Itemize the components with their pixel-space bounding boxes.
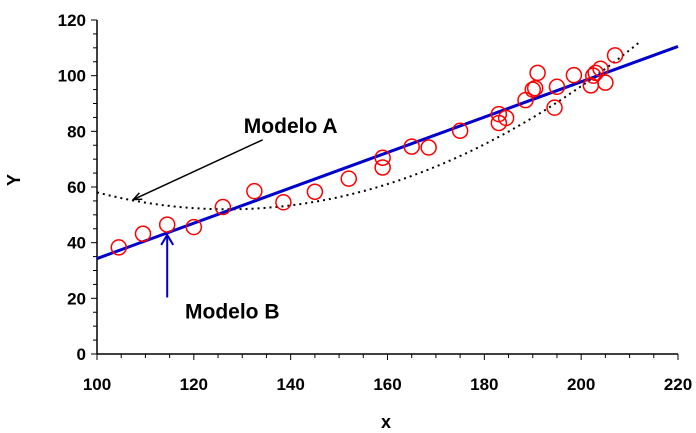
y-tick-label: 60 [67, 178, 86, 197]
data-point [158, 216, 176, 233]
x-tick-label: 200 [567, 375, 595, 394]
y-tick-label: 120 [58, 11, 86, 30]
data-point [340, 170, 358, 187]
y-tick-label: 40 [67, 234, 86, 253]
data-point [546, 99, 563, 116]
data-point [524, 81, 541, 98]
axis-ticks [91, 19, 679, 360]
data-point [246, 182, 263, 200]
data-point [214, 198, 232, 216]
model-a-arrowhead [131, 192, 143, 201]
data-point [110, 239, 128, 256]
data-point [497, 109, 515, 127]
x-tick-label: 160 [373, 375, 401, 394]
data-point [403, 138, 420, 155]
data-point [548, 78, 566, 96]
y-tick-label: 20 [67, 289, 86, 308]
data-point [587, 64, 604, 82]
data-point [529, 64, 546, 82]
data-point [451, 122, 469, 140]
x-tick-label: 140 [276, 375, 304, 394]
data-point [420, 139, 437, 156]
x-tick-label: 220 [664, 375, 692, 394]
model-a-label: Modelo A [244, 115, 338, 138]
model-b-label: Modelo B [185, 300, 280, 323]
model-a-arrow [132, 139, 263, 201]
model-b-arrowhead [160, 232, 175, 246]
data-point [275, 194, 292, 211]
data-point [134, 225, 152, 243]
x-axis-label: x [381, 412, 391, 432]
y-tick-label: 100 [58, 67, 86, 86]
data-point [306, 183, 324, 200]
data-point [565, 66, 583, 84]
y-axis-label: Y [4, 174, 24, 186]
model-a-layer [96, 41, 640, 211]
x-tick-label: 180 [470, 375, 498, 394]
y-tick-label: 0 [77, 345, 86, 364]
x-tick-label: 100 [83, 375, 111, 394]
y-tick-label: 80 [67, 122, 86, 141]
data-point [374, 159, 391, 176]
x-tick-label: 120 [180, 375, 208, 394]
data-point [606, 47, 624, 64]
data-points [110, 47, 624, 256]
data-point [374, 149, 391, 167]
data-point [597, 74, 614, 91]
model-a-curve [96, 41, 640, 211]
data-point [185, 218, 203, 236]
annotations: Modelo A Modelo B [131, 115, 338, 323]
axis-tick-labels: 0 20 40 60 80 100 120 100 120 140 160 180 200 220 [58, 11, 693, 394]
